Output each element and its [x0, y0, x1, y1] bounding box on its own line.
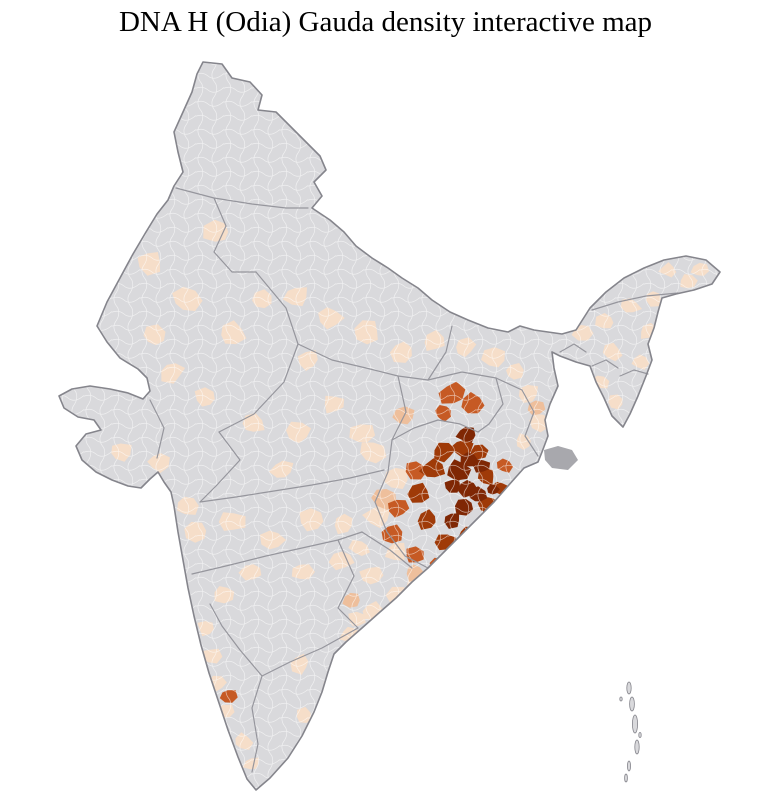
- island-chain[interactable]: [619, 681, 642, 783]
- state-borders: [149, 187, 679, 773]
- district-region-l1[interactable]: [421, 591, 440, 608]
- national-outline: [58, 61, 721, 791]
- district-mesh-overlay: [59, 62, 720, 790]
- page-title: DNA H (Odia) Gauda density interactive m…: [118, 6, 653, 38]
- neighbor-region: [544, 446, 578, 470]
